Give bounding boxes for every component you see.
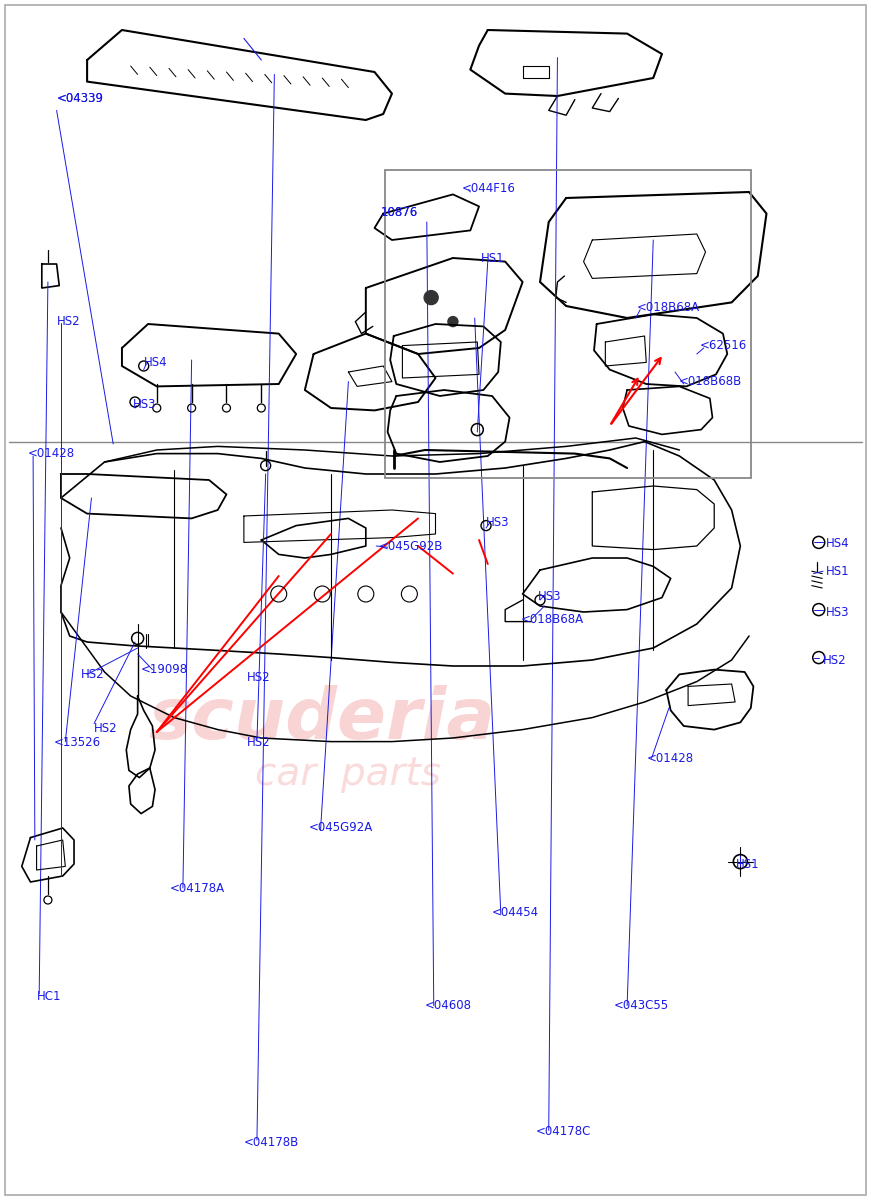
Text: HS1: HS1	[481, 252, 504, 264]
Text: HS2: HS2	[246, 737, 270, 749]
Text: <04178C: <04178C	[536, 1126, 591, 1138]
Text: <045G92B: <045G92B	[379, 540, 443, 552]
Text: <04178A: <04178A	[170, 882, 225, 894]
Text: scuderia: scuderia	[149, 685, 496, 755]
Text: HS4: HS4	[826, 538, 849, 550]
Text: car  parts: car parts	[255, 755, 442, 793]
Text: <19098: <19098	[141, 664, 188, 676]
Text: HS3: HS3	[486, 516, 510, 528]
Text: 10876: 10876	[381, 206, 418, 218]
Text: <045G92A: <045G92A	[309, 822, 374, 834]
Text: HC1: HC1	[37, 990, 61, 1002]
Text: <04608: <04608	[425, 1000, 472, 1012]
Text: <62516: <62516	[699, 340, 746, 352]
Circle shape	[448, 317, 458, 326]
Text: HS1: HS1	[736, 858, 760, 870]
Text: <04339: <04339	[57, 92, 104, 104]
Text: HS2: HS2	[823, 654, 847, 666]
Bar	[385, 170, 751, 478]
Text: <043C55: <043C55	[614, 1000, 669, 1012]
Text: <044F16: <044F16	[462, 182, 516, 194]
Text: 10876: 10876	[381, 206, 418, 218]
Circle shape	[424, 290, 438, 305]
Text: HS2: HS2	[81, 668, 105, 680]
Text: HS1: HS1	[826, 565, 849, 577]
Text: HS3: HS3	[826, 606, 849, 618]
Text: <04178B: <04178B	[244, 1136, 299, 1148]
Text: HS3: HS3	[132, 398, 156, 410]
Text: <018B68B: <018B68B	[679, 376, 742, 388]
Text: <13526: <13526	[54, 737, 101, 749]
Text: <018B68A: <018B68A	[637, 301, 699, 313]
Text: <01428: <01428	[646, 752, 693, 764]
Text: <01428: <01428	[28, 448, 75, 460]
Text: HS2: HS2	[57, 316, 80, 328]
Text: HS3: HS3	[538, 590, 562, 602]
Text: <04339: <04339	[57, 92, 104, 104]
Text: HS2: HS2	[94, 722, 118, 734]
Text: HS2: HS2	[246, 672, 270, 684]
Text: <018B68A: <018B68A	[521, 613, 584, 625]
Text: <04454: <04454	[492, 906, 539, 918]
Text: HS4: HS4	[144, 356, 167, 368]
